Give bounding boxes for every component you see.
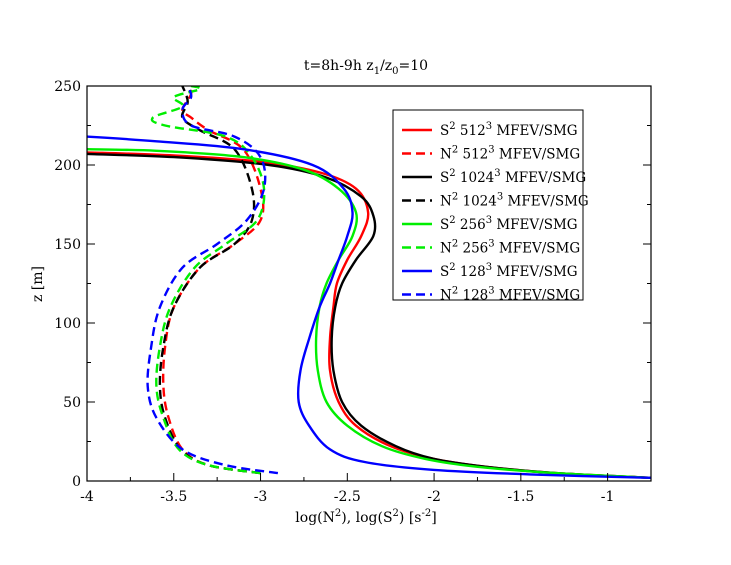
series-line-3	[158, 86, 261, 475]
legend-label-2: S2 10243 MFEV/SMG	[440, 168, 586, 186]
y-tick-label: 0	[72, 474, 81, 490]
legend-label-1: N2 5123 MFEV/SMG	[440, 145, 580, 163]
y-tick-label: 150	[54, 237, 81, 253]
x-tick-label: -1	[601, 489, 615, 505]
x-tick-label: -2.5	[334, 489, 361, 505]
chart-title: t=8h-9h z1/z0=10	[304, 58, 428, 77]
y-axis-label: z [m]	[30, 266, 46, 302]
series-line-6	[87, 135, 651, 479]
x-tick-label: -4	[80, 489, 94, 505]
x-axis-label: log(N2), log(S2) [s-2]	[295, 508, 436, 526]
series-line-1	[161, 86, 265, 475]
legend-label-6: S2 1283 MFEV/SMG	[440, 262, 578, 280]
x-tick-label: -2	[427, 489, 441, 505]
x-tick-label: -3.5	[160, 489, 187, 505]
legend: S2 5123 MFEV/SMG N2 5123 MFEV/SMG S2 10243…	[392, 109, 589, 304]
series-layer	[87, 86, 651, 479]
series-line-7	[146, 86, 279, 475]
legend-label-0: S2 5123 MFEV/SMG	[440, 121, 578, 139]
legend-box	[392, 109, 584, 301]
y-tick-label: 250	[54, 79, 81, 95]
y-tick-label: 100	[54, 316, 81, 332]
x-tick-label: -1.5	[507, 489, 534, 505]
legend-label-3: N2 10243 MFEV/SMG	[440, 192, 589, 210]
y-tick-label: 50	[63, 395, 81, 411]
legend-label-7: N2 1283 MFEV/SMG	[440, 286, 580, 304]
legend-label-5: N2 2563 MFEV/SMG	[440, 239, 580, 257]
x-axis: -4 -3.5 -3 -2.5 -2 -1.5 -1	[80, 473, 652, 505]
y-tick-label: 200	[54, 158, 81, 174]
x-tick-label: -3	[254, 489, 268, 505]
y-axis: 0 50 100 150 200 250	[54, 79, 651, 490]
legend-label-4: S2 2563 MFEV/SMG	[440, 215, 578, 233]
